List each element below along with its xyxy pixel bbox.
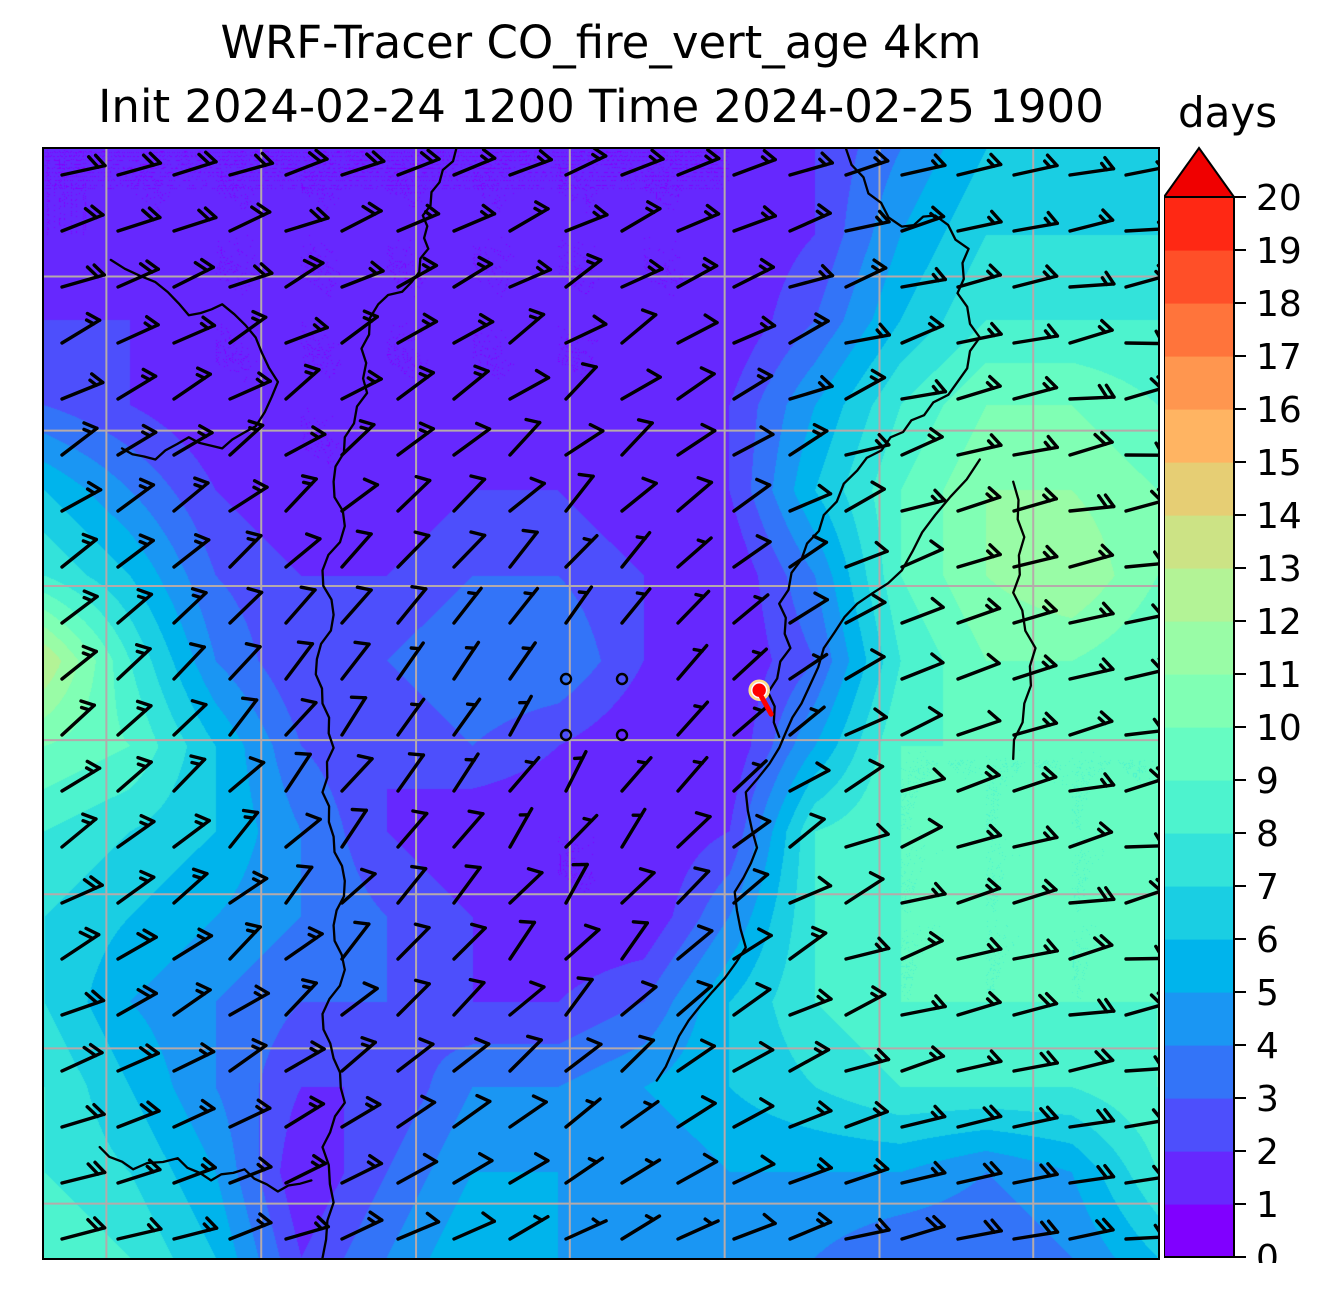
colorbar-units-label: days [1178, 88, 1278, 137]
colorbar-tick-label: 7 [1256, 867, 1279, 908]
colorbar-tick-label: 19 [1256, 231, 1302, 272]
map-plot [42, 147, 1160, 1260]
colorbar-tick-label: 17 [1256, 337, 1302, 378]
colorbar-tick-label: 14 [1256, 496, 1302, 537]
field-heatmap [44, 149, 1158, 1258]
wind-barbs [60, 149, 1158, 1241]
colorbar-tick-label: 15 [1256, 443, 1302, 484]
colorbar-tick-label: 4 [1256, 1026, 1279, 1067]
map-overlay [44, 149, 1158, 1258]
figure-subtitle: Init 2024-02-24 1200 Time 2024-02-25 190… [98, 80, 1104, 133]
colorbar-tick-label: 5 [1256, 973, 1279, 1014]
coastlines [98, 149, 1037, 1258]
colorbar-tick-label: 20 [1256, 178, 1302, 219]
colorbar-tick-label: 0 [1256, 1238, 1279, 1263]
colorbar-extend-arrow [1164, 146, 1236, 198]
colorbar-tick-label: 6 [1256, 920, 1279, 961]
colorbar-tick-label: 3 [1256, 1079, 1279, 1120]
colorbar-tick-label: 16 [1256, 390, 1302, 431]
colorbar-tick-label: 1 [1256, 1185, 1279, 1226]
colorbar-tick-label: 11 [1256, 655, 1302, 696]
colorbar-tick-label: 18 [1256, 284, 1302, 325]
colorbar-tick-label: 10 [1256, 708, 1302, 749]
figure-title: WRF-Tracer CO_fire_vert_age 4km [220, 16, 982, 69]
colorbar-tick-label: 13 [1256, 549, 1302, 590]
gridlines [44, 149, 1158, 1258]
colorbar-tick-label: 2 [1256, 1132, 1279, 1173]
colorbar-tick-label: 9 [1256, 761, 1279, 802]
colorbar-tick-label: 8 [1256, 814, 1279, 855]
colorbar-tick-label: 12 [1256, 602, 1302, 643]
fire-hotspot [748, 679, 774, 717]
